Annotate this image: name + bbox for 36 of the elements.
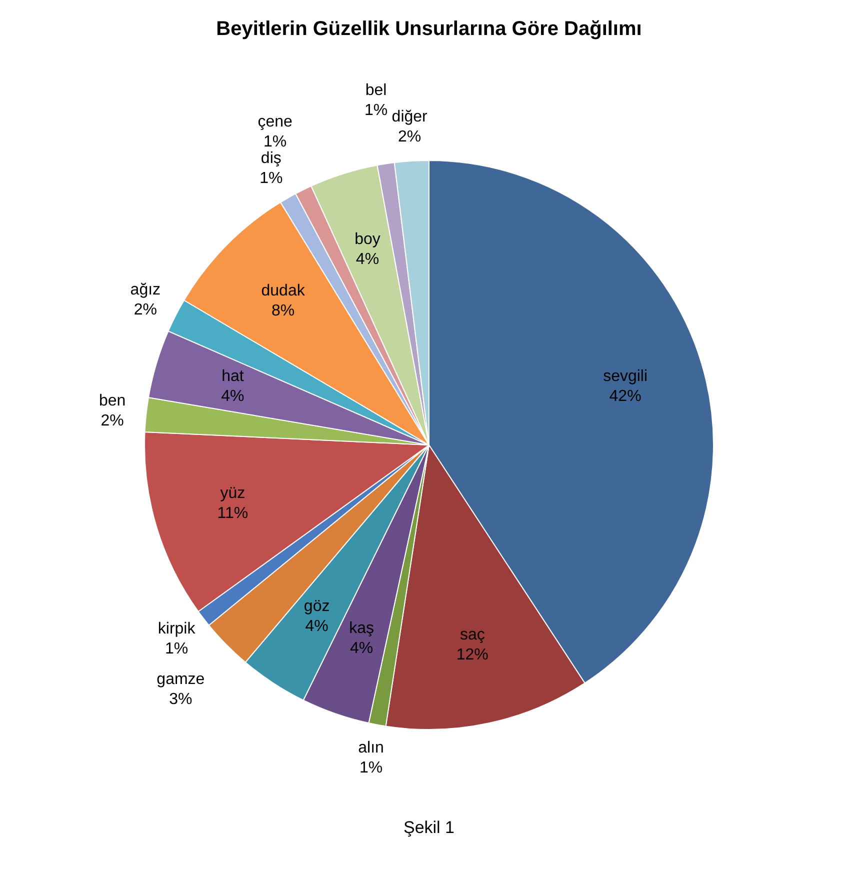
data-label: 2%: [100, 412, 124, 430]
slice-label: boy: [354, 231, 380, 248]
data-label: 1%: [359, 760, 383, 777]
data-label: 2%: [134, 301, 157, 318]
data-label: 8%: [271, 302, 295, 320]
chart-title: Beyitlerin Güzellik Unsurlarına Göre Dağılımı: [215, 18, 643, 41]
slice-label: kaş: [349, 620, 374, 637]
slice-label: çene: [258, 114, 293, 131]
data-label: 1%: [264, 134, 287, 151]
slice-label: göz: [304, 598, 330, 615]
slice-label: dudak: [261, 282, 306, 300]
data-label: 42%: [609, 388, 642, 405]
data-label: 1%: [165, 640, 188, 658]
slice-label: diğer: [392, 108, 428, 126]
data-label: 1%: [364, 102, 388, 119]
data-label: 4%: [305, 618, 328, 635]
text: Şekil 1: [402, 818, 456, 838]
data-label: 4%: [221, 388, 244, 405]
data-label: 4%: [356, 251, 380, 268]
data-label: 1%: [260, 170, 283, 187]
slice-label: yüz: [220, 484, 246, 502]
data-label: 4%: [350, 640, 374, 657]
data-label: 12%: [456, 646, 488, 664]
slice-label: bel: [365, 82, 387, 99]
slice-label: diş: [260, 150, 282, 167]
data-label: 2%: [398, 128, 422, 146]
slice-label: ağız: [130, 281, 161, 298]
data-label: 11%: [217, 504, 248, 522]
data-label: 3%: [169, 690, 192, 708]
slice-label: saç: [460, 626, 485, 644]
slice-label: ben: [98, 392, 126, 410]
slice-label: sevgili: [603, 368, 648, 385]
slice-label: hat: [222, 368, 244, 385]
slice-label: gamze: [156, 670, 205, 688]
slice-label: alın: [358, 740, 384, 757]
slice-label: kirpik: [158, 620, 196, 638]
